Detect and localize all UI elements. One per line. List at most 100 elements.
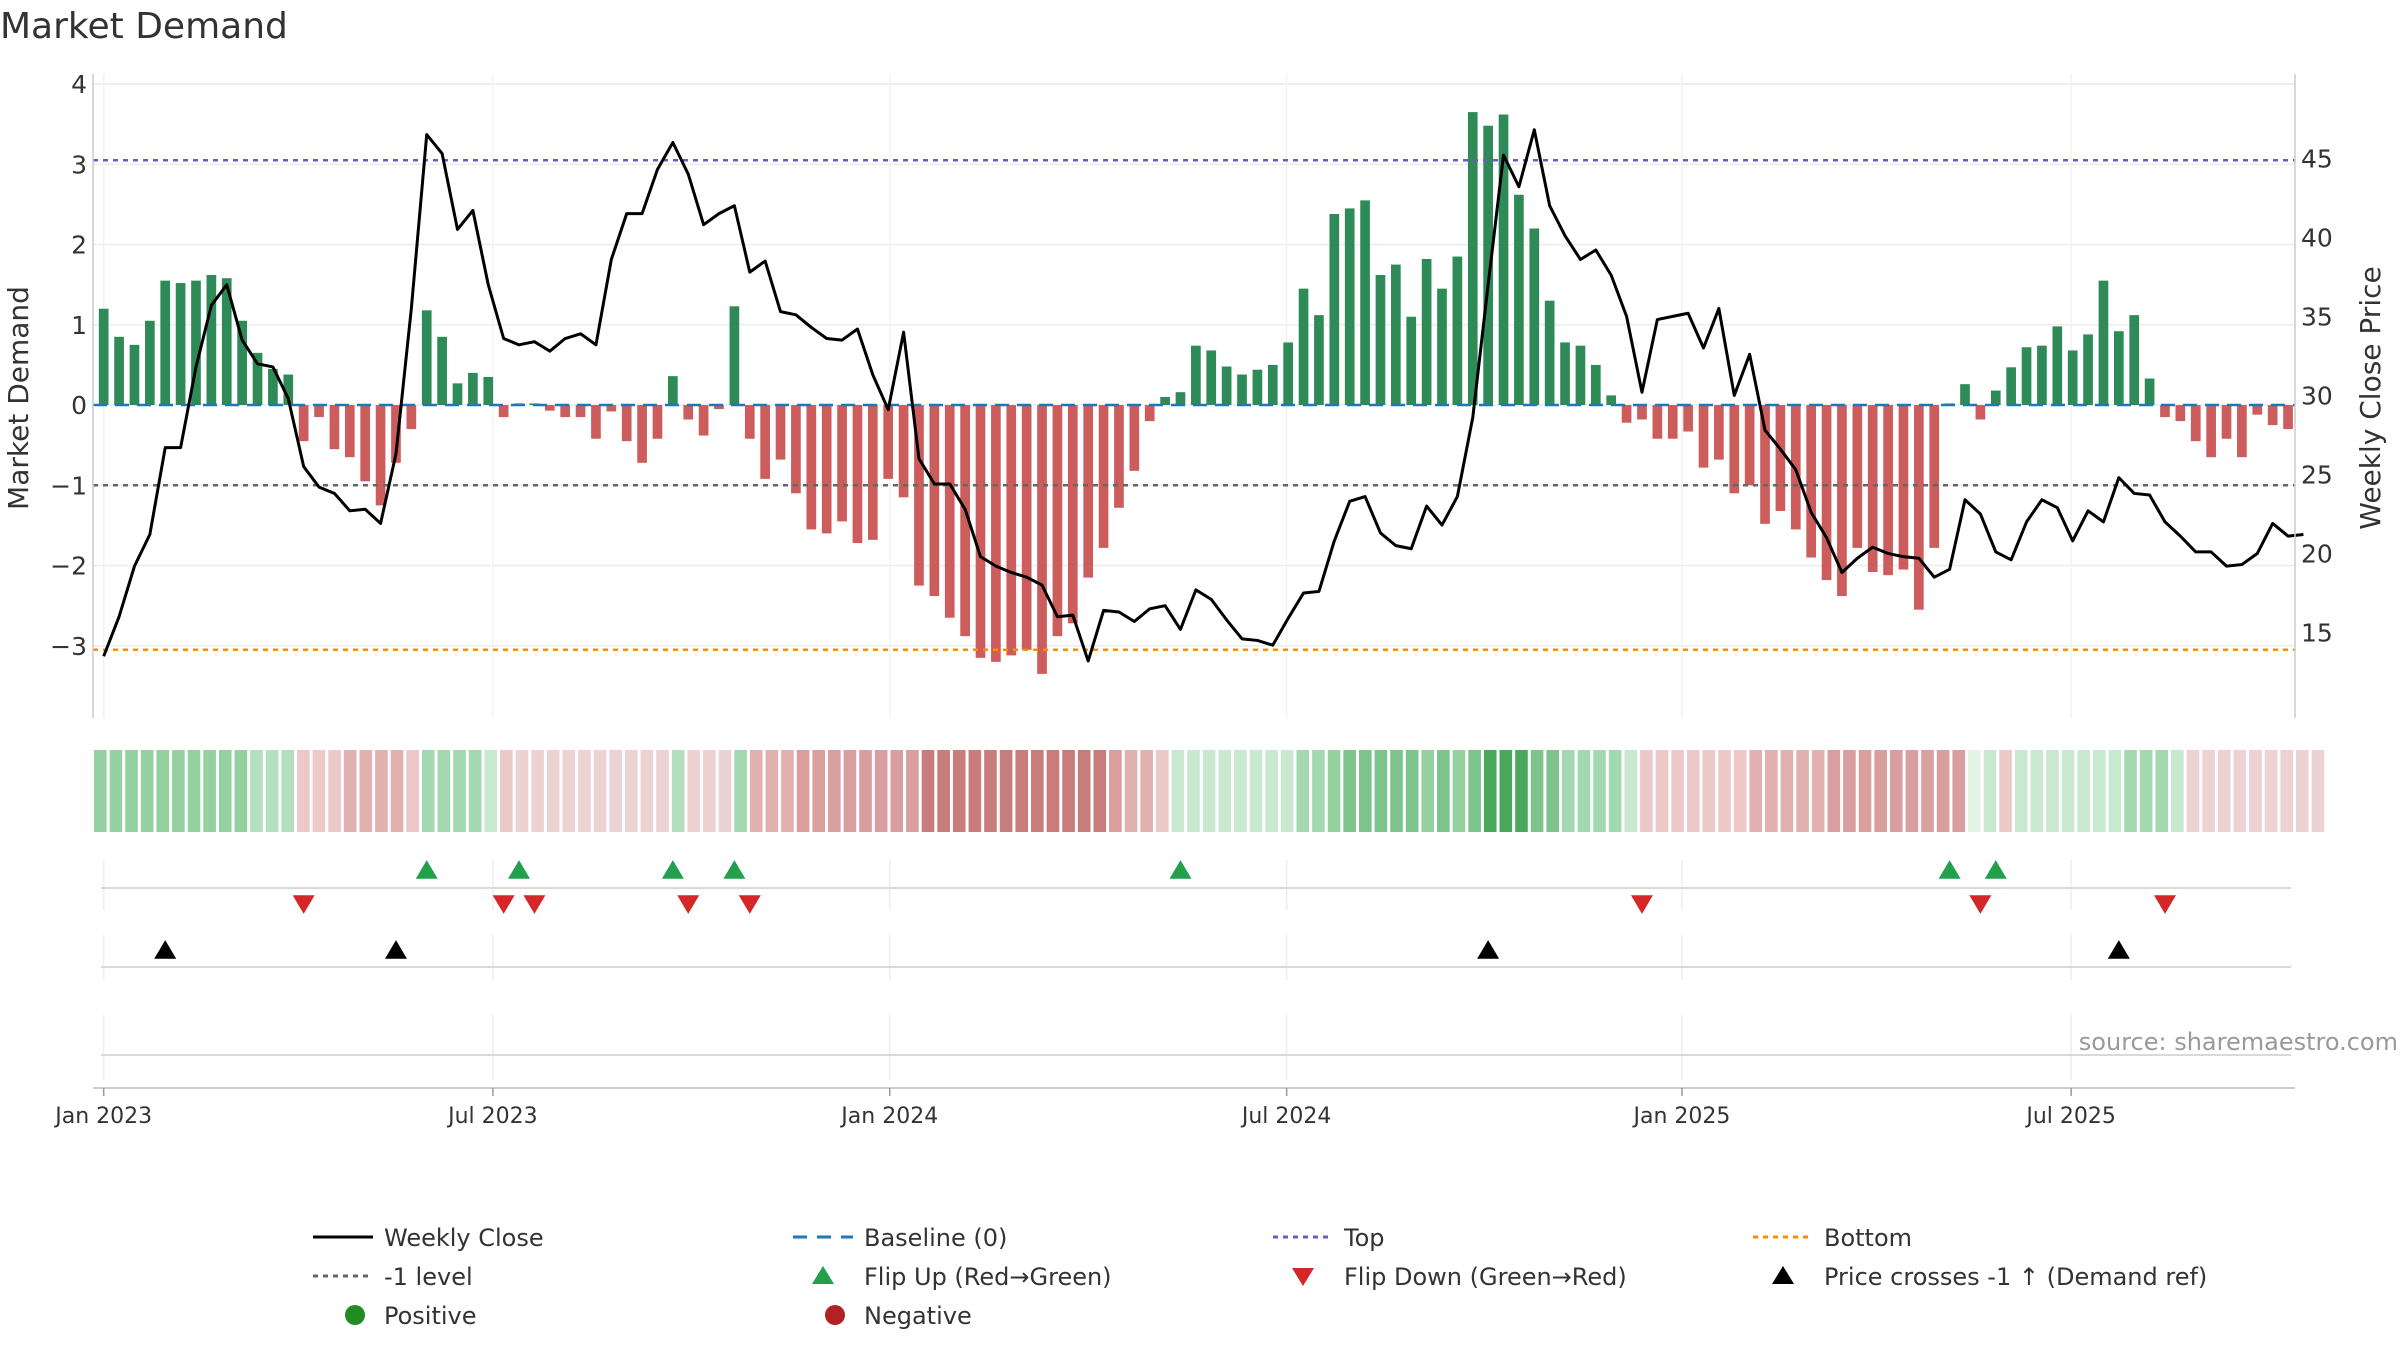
heat-strip-cell	[2202, 750, 2215, 832]
flip-up-marker	[1938, 860, 1961, 879]
heat-strip-cell	[1374, 750, 1388, 832]
demand-bar-negative	[2267, 405, 2278, 426]
heat-strip-cell	[1546, 750, 1559, 832]
demand-bar-negative	[1775, 405, 1786, 511]
heat-strip-cell	[468, 750, 482, 832]
heat-strip-cell	[687, 750, 701, 832]
demand-bar-positive	[1391, 264, 1401, 406]
heat-strip-cell	[2264, 750, 2278, 832]
demand-bar-positive	[729, 306, 740, 406]
heat-strip-cell	[2124, 750, 2137, 832]
demand-bar-negative	[1914, 405, 1924, 610]
flip-up-marker	[1169, 860, 1192, 879]
demand-bars-layer	[98, 112, 2293, 674]
legend-label: Flip Up (Red→Green)	[864, 1263, 1112, 1291]
heat-strip-cell	[1905, 750, 1919, 832]
chart-title: Market Demand	[0, 6, 288, 47]
heat-strip-cell	[1031, 750, 1044, 832]
demand-bar-positive	[1329, 214, 1340, 406]
legend-item: -1 level	[313, 1263, 473, 1291]
legend-label: Positive	[384, 1302, 477, 1330]
heat-strip-cell	[531, 750, 544, 832]
heat-strip-cell	[2092, 750, 2106, 832]
y-tick-left: 3	[71, 150, 87, 179]
heat-strip-cell	[546, 750, 560, 832]
heat-strip-cell	[1999, 750, 2012, 832]
heat-strip-cell	[2280, 750, 2293, 832]
y-tick-left: −3	[50, 632, 87, 661]
demand-bar-positive	[2021, 347, 2032, 406]
demand-bar-negative	[883, 405, 894, 479]
heat-strip-cell	[671, 750, 685, 832]
demand-bar-positive	[1575, 345, 1586, 406]
demand-bar-positive	[452, 383, 463, 406]
heat-strip-cell	[1811, 750, 1825, 832]
demand-bar-negative	[621, 405, 632, 442]
legend-label: Negative	[864, 1302, 972, 1330]
heat-strip-cell	[2030, 750, 2044, 832]
heat-strip-cell	[312, 750, 326, 832]
heat-strip-cell	[1296, 750, 1310, 832]
demand-bar-positive	[283, 374, 294, 406]
heat-strip-cell	[1093, 750, 1107, 832]
legend-label: Weekly Close	[384, 1224, 544, 1252]
heat-strip-cell	[656, 750, 669, 832]
legend-label: Top	[1343, 1224, 1385, 1252]
legend-symbol	[345, 1305, 365, 1325]
demand-bar-negative	[406, 405, 417, 430]
demand-bar-positive	[1529, 228, 1540, 406]
demand-bar-positive	[1160, 397, 1170, 406]
heat-strip-cell	[765, 750, 779, 832]
demand-bar-negative	[944, 405, 955, 618]
demand-bar-positive	[1498, 114, 1509, 406]
heat-strip-cell	[734, 750, 747, 832]
heat-strip-cell	[2217, 750, 2231, 832]
heat-strip-cell	[1921, 750, 1934, 832]
flip-down-marker	[677, 895, 700, 914]
demand-bar-negative	[652, 405, 663, 439]
x-tick-label: Jul 2025	[2024, 1104, 2116, 1129]
heat-strip-cell	[984, 750, 997, 832]
demand-bar-negative	[1975, 405, 1986, 420]
heat-strip-cell	[500, 750, 513, 832]
heat-strip-cell	[265, 750, 279, 832]
heat-strip-cell	[2249, 750, 2262, 832]
heat-strip-cell	[781, 750, 794, 832]
y-axis-label-left: Market Demand	[2, 286, 35, 510]
demand-bar-negative	[314, 405, 324, 418]
demand-bar-positive	[98, 308, 109, 406]
heat-strip-cell	[1405, 750, 1419, 832]
demand-bar-positive	[2129, 315, 2140, 406]
demand-bar-negative	[1098, 405, 1109, 548]
demand-bar-negative	[329, 405, 340, 450]
heat-strip-cell	[2171, 750, 2184, 832]
heat-strip-cell	[952, 750, 966, 832]
demand-bar-negative	[1929, 405, 1940, 548]
heat-strip-cell	[343, 750, 357, 832]
heat-strip-cell	[1874, 750, 1887, 832]
demand-bar-positive	[1437, 288, 1447, 406]
heat-strip-cell	[1655, 750, 1669, 832]
demand-bar-positive	[1514, 194, 1524, 406]
heat-strip-cell	[2186, 750, 2200, 832]
demand-bar-positive	[1344, 208, 1355, 406]
heat-strip-cell	[1046, 750, 1060, 832]
heat-strip-cell	[609, 750, 622, 832]
demand-bar-negative	[991, 405, 1001, 662]
flip-down-marker	[292, 895, 315, 914]
demand-bar-positive	[1237, 374, 1247, 406]
demand-bar-negative	[2221, 405, 2232, 439]
demand-bar-positive	[206, 275, 217, 406]
demand-bar-positive	[129, 344, 140, 406]
y-tick-right: 15	[2301, 619, 2333, 648]
heat-strip-cell	[1983, 750, 1997, 832]
heat-strip-cell	[1062, 750, 1075, 832]
legend-item: Negative	[825, 1302, 972, 1330]
demand-bar-positive	[1191, 345, 1201, 406]
heat-strip-cell	[1577, 750, 1591, 832]
demand-bar-negative	[975, 405, 986, 658]
heat-strip-cell	[640, 750, 654, 832]
heat-strip-cell	[406, 750, 419, 832]
y-axis-label-right: Weekly Close Price	[2354, 266, 2387, 529]
